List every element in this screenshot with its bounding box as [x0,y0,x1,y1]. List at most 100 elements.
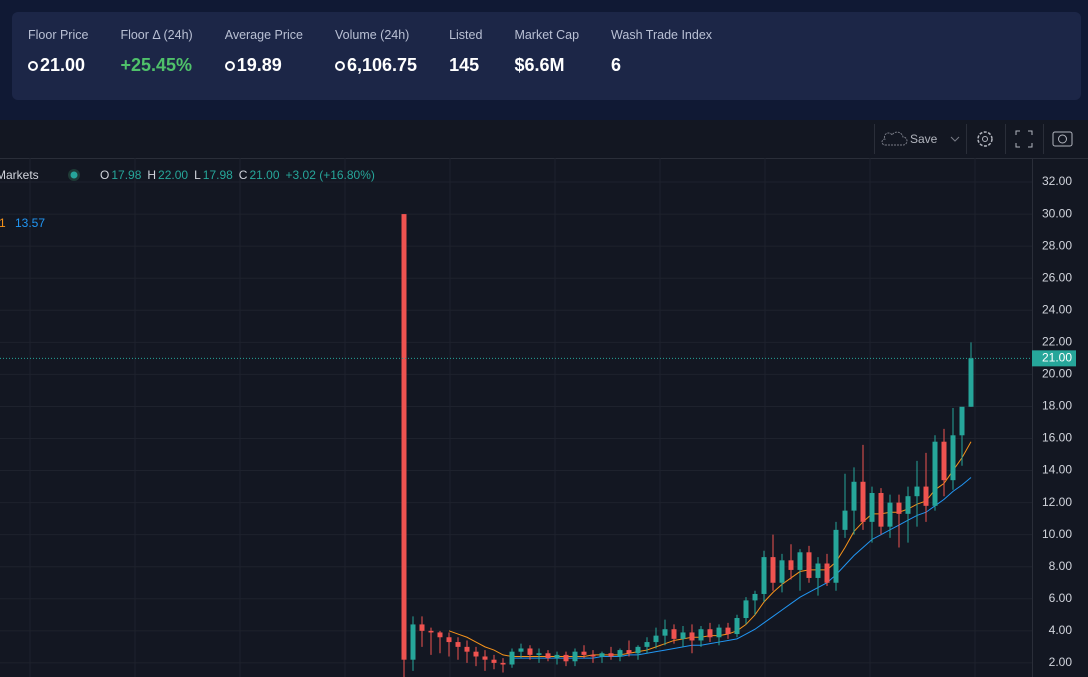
screenshot-button[interactable] [1052,131,1073,147]
candle-body [473,651,479,657]
legend-symbol: Markets [0,168,39,182]
candle-body [545,653,551,659]
save-menu[interactable] [950,136,960,142]
toolbar: Save [874,124,1073,154]
candle-body [401,214,407,660]
candle-body [914,486,920,497]
y-tick-label: 6.00 [1049,591,1073,605]
candle-body [509,651,515,665]
stat-label: Volume (24h) [335,28,410,42]
candle-body [806,552,812,578]
candle-body [437,632,443,638]
candle-body [410,624,416,660]
y-tick-label: 10.00 [1042,527,1072,541]
candle-body [941,441,947,481]
stat: Wash Trade Index 6 [611,12,712,100]
coin-icon [224,60,235,71]
y-tick-label: 2.00 [1049,655,1073,669]
stat-label: Wash Trade Index [611,28,713,42]
stat: Floor Δ (24h) +25.45% [120,12,192,100]
candle-body [563,654,569,662]
legend-value: 17.98 [111,168,141,182]
candle-body [536,653,542,655]
candle-body [428,630,434,633]
candle-body [446,637,452,643]
candle-body [968,358,974,407]
y-tick-label: 20.00 [1042,367,1072,381]
candle-body [698,629,704,641]
ma-legend-prefix: 1 [0,216,6,230]
stat-value-text: 145 [449,55,480,75]
candle-body [761,557,767,594]
candle-body [824,563,830,583]
y-tick-label: 4.00 [1049,623,1073,637]
candle-body [572,651,578,662]
candle-body [905,496,911,514]
stat-value: 6,106.75 [335,55,417,76]
candle-body [680,632,686,639]
lens [1058,134,1067,144]
chart: Save 2.00 4.00 6.00 8.00 10.00 12.00 14.00 16.0… [0,120,1088,677]
price-label-bg [1032,350,1076,367]
stat-label: Listed [449,28,483,42]
candle-body [464,646,470,652]
y-tick-label: 30.00 [1042,206,1072,220]
candle-body [608,653,614,657]
stat-value-text: 6,106.75 [347,55,418,75]
candle-body [419,624,425,631]
candle-body [896,502,902,514]
fullscreen-button[interactable] [1015,130,1033,148]
candle-body [491,659,497,663]
y-tick-label: 12.00 [1042,495,1072,509]
ma-legend-value: 13.57 [15,216,45,230]
y-tick-label: 22.00 [1042,334,1072,348]
stat-value-text: +25.45% [120,55,192,75]
candle-body [482,656,488,660]
y-tick-label: 24.00 [1042,302,1072,316]
y-tick-label: 8.00 [1049,559,1073,573]
stat: Listed 145 [449,12,482,100]
candle-body [725,627,731,635]
candle-body [554,654,560,659]
stat-value: 145 [449,55,482,76]
candle-body [617,650,623,657]
price-label: 21.00 [1042,351,1072,365]
candle-body [932,441,938,506]
stat-value-text: 21.00 [40,55,86,75]
candle-body [923,486,929,506]
settings-button[interactable] [977,131,993,147]
legend-value: 17.98 [203,168,233,182]
candle-body [644,642,650,647]
stat-label: Floor Δ (24h) [120,28,193,42]
candle-body [842,510,848,530]
stat-value-text: 6 [611,55,622,75]
candle-body [716,627,722,638]
candle-body [527,648,533,655]
candle-body [770,557,776,583]
candle-body [815,563,821,578]
y-tick-label: 32.00 [1042,174,1072,188]
candle-body [833,529,839,583]
save-button[interactable]: Save [910,132,938,146]
legend-status-dot [70,171,78,179]
stats-bar: Floor Price 21.00 Floor Δ (24h) +25.45% Aver… [12,12,1081,100]
candle-body [851,481,857,511]
candle-body [860,481,866,522]
candle-body [707,629,713,638]
y-tick-label: 14.00 [1042,463,1072,477]
candle-body [635,646,641,654]
candle-body [581,651,587,655]
legend-key: H [147,168,156,182]
chart-bg [0,120,1088,677]
y-tick-label: 16.00 [1042,431,1072,445]
stat-value: 21.00 [28,55,88,76]
candle-body [626,650,632,654]
moving-average [512,477,972,659]
stat-value: $6.6M [514,55,579,76]
candle-body [734,618,740,635]
settings-center [982,136,988,142]
candle-body [500,662,506,665]
coin-icon [335,60,345,71]
candle-body [797,552,803,570]
